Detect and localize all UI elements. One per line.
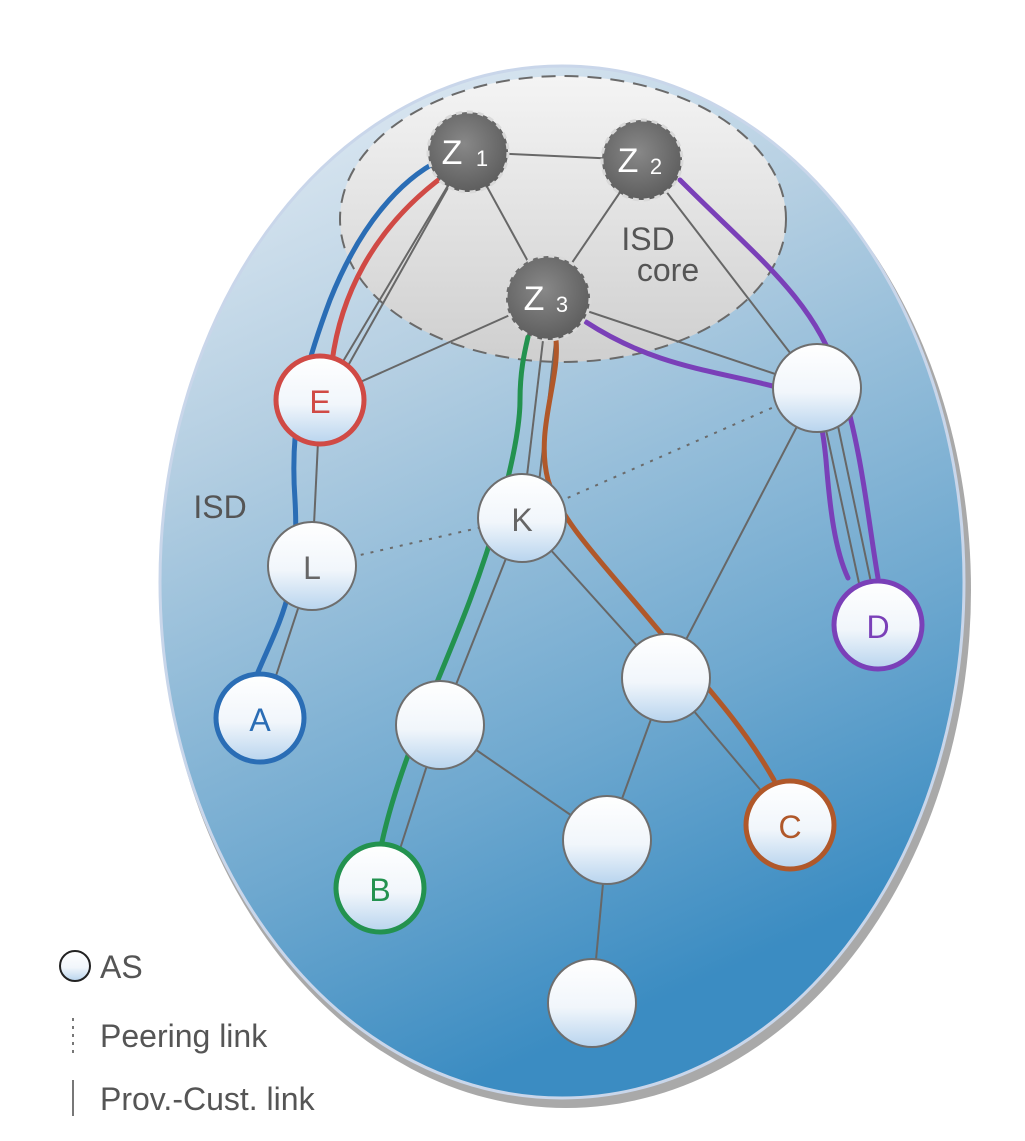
path-red <box>329 172 448 365</box>
as-node-mid-left <box>395 680 485 770</box>
as-node-right <box>772 343 862 433</box>
core-node-z2-letter: Z <box>618 142 639 180</box>
as-node-e: E <box>273 353 367 447</box>
as-node-mid-right <box>621 633 711 723</box>
as-node-bottom <box>547 958 637 1048</box>
core-node-z3-letter: Z <box>524 280 545 318</box>
core-label-line2: core <box>637 252 699 288</box>
core-node-z2: Z 2 <box>600 118 684 202</box>
peering-links <box>311 387 818 567</box>
as-node-b: B <box>333 841 427 935</box>
as-node-c: C <box>743 778 837 872</box>
core-nodes: Z 1 Z 2 Z 3 <box>426 110 684 342</box>
core-node-z3: Z 3 <box>504 254 592 342</box>
legend-provcust-label: Prov.-Cust. link <box>100 1081 316 1117</box>
core-node-z2-sub: 2 <box>650 154 662 179</box>
legend-as-label: AS <box>100 949 143 985</box>
legend-as-icon <box>59 950 91 982</box>
as-node-c-label: C <box>778 809 801 845</box>
core-node-z3-sub: 3 <box>556 292 568 317</box>
legend: AS Peering link Prov.-Cust. link <box>59 949 316 1117</box>
core-label-line1: ISD <box>621 221 674 257</box>
as-node-b-label: B <box>369 872 390 908</box>
as-node-a-label: A <box>249 702 271 738</box>
as-node-l: L <box>267 521 357 611</box>
core-node-z1-sub: 1 <box>476 146 488 171</box>
core-node-z1-letter: Z <box>442 134 463 172</box>
legend-peering-label: Peering link <box>100 1018 268 1054</box>
path-orange <box>541 337 777 783</box>
as-node-lower <box>562 795 652 885</box>
core-node-z1: Z 1 <box>426 110 510 194</box>
isd-label: ISD <box>193 489 246 525</box>
as-nodes: E L K A B C D <box>213 343 925 1048</box>
as-node-a: A <box>213 671 307 765</box>
as-node-d: D <box>831 578 925 672</box>
as-node-e-label: E <box>309 384 330 420</box>
as-node-l-label: L <box>303 550 321 586</box>
as-node-k: K <box>477 473 567 563</box>
as-node-k-label: K <box>511 502 532 538</box>
as-node-d-label: D <box>866 609 889 645</box>
